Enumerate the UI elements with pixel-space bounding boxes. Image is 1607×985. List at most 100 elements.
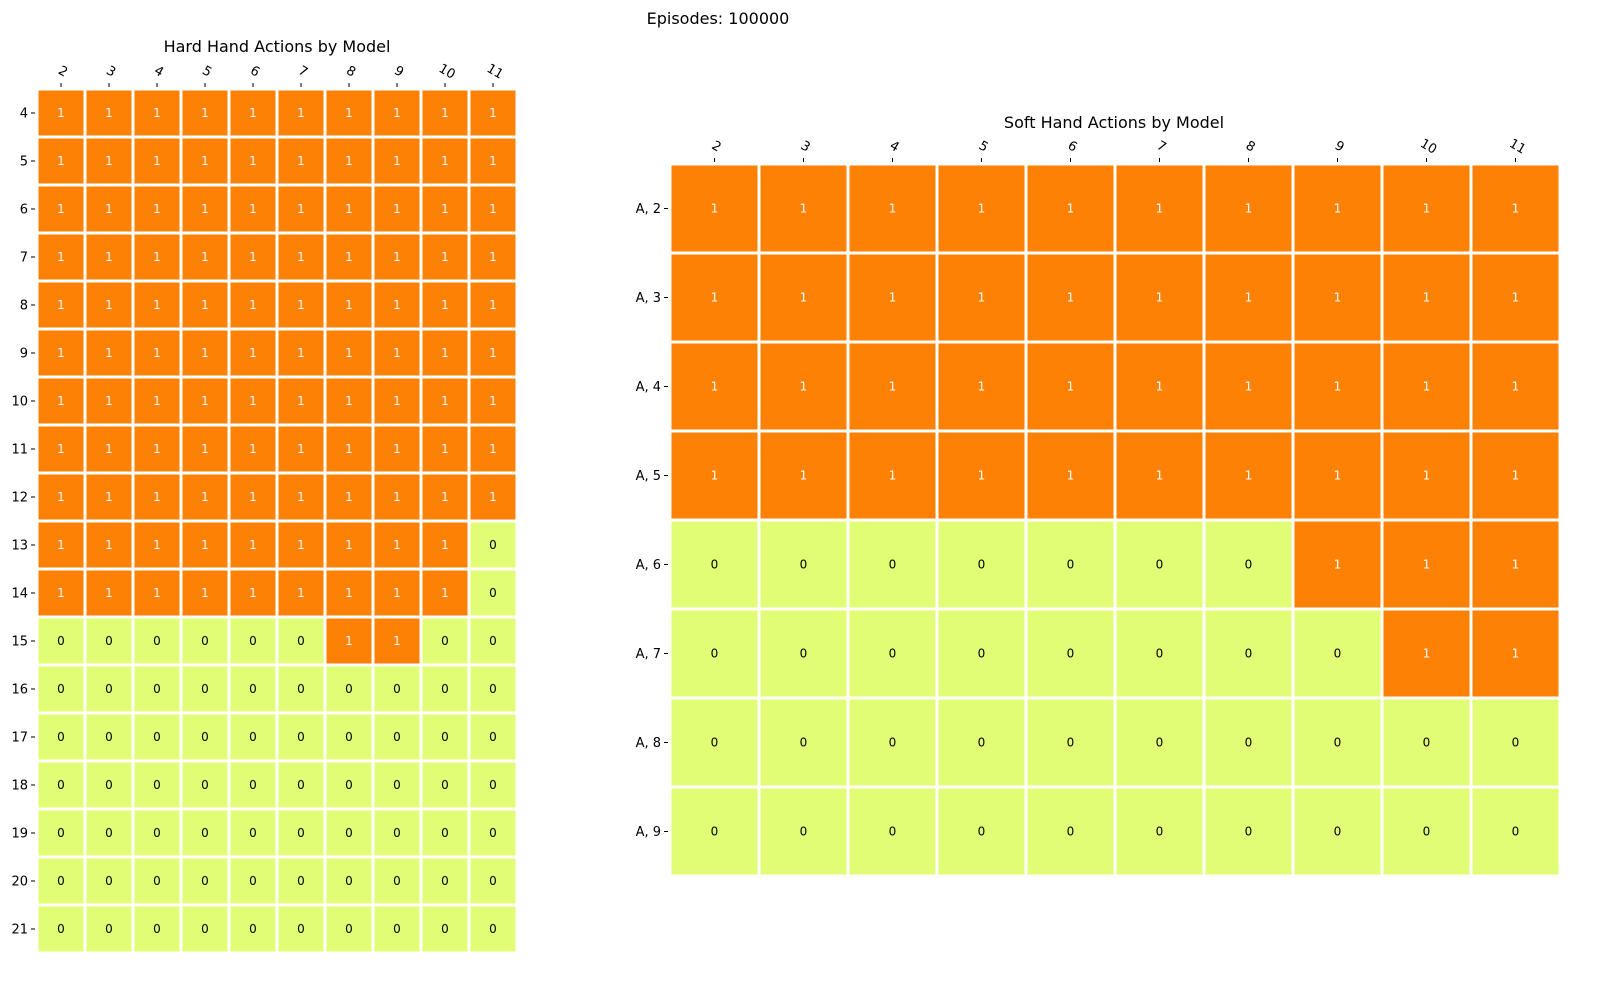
hard-cell-value: 1: [489, 298, 497, 312]
hard-cell-value: 0: [57, 634, 65, 648]
hard-cell-value: 0: [57, 682, 65, 696]
hard-cell-value: 1: [57, 490, 65, 504]
soft-y-tick-label: A, 6: [636, 558, 661, 573]
hard-cell-value: 1: [297, 442, 305, 456]
soft-cell-value: 0: [1512, 736, 1520, 750]
soft-cell-value: 1: [1512, 380, 1520, 394]
hard-cell-value: 1: [393, 586, 401, 600]
hard-cell-value: 1: [393, 154, 401, 168]
hard-cell-value: 0: [201, 874, 209, 888]
hard-cell-value: 0: [153, 922, 161, 936]
hard-cell-value: 1: [297, 298, 305, 312]
soft-cell: [1469, 518, 1562, 611]
soft-cell-value: 1: [1512, 202, 1520, 216]
hard-cell-value: 0: [489, 586, 497, 600]
hard-cell: [275, 135, 327, 187]
soft-cell-value: 0: [1156, 825, 1164, 839]
hard-cell-value: 0: [345, 826, 353, 840]
hard-cell-value: 1: [393, 250, 401, 264]
soft-cell-value: 1: [1067, 202, 1075, 216]
soft-x-tick-label: 10: [1417, 136, 1439, 157]
hard-cell-value: 1: [201, 154, 209, 168]
hard-y-tick-label: 4: [20, 107, 28, 122]
hard-cell-value: 1: [201, 538, 209, 552]
hard-cell-value: 1: [441, 538, 449, 552]
hard-cell-value: 1: [393, 298, 401, 312]
soft-cell-value: 1: [1245, 202, 1253, 216]
hard-cell: [371, 759, 423, 811]
soft-cell: [1202, 518, 1295, 611]
soft-cell-value: 0: [1156, 736, 1164, 750]
soft-cell: [668, 518, 761, 611]
hard-cell-value: 1: [57, 442, 65, 456]
hard-cell-value: 1: [201, 202, 209, 216]
hard-cell-value: 0: [345, 778, 353, 792]
soft-cell-value: 0: [1334, 736, 1342, 750]
hard-cell-value: 1: [153, 250, 161, 264]
soft-cell-value: 1: [1156, 291, 1164, 305]
hard-cell: [467, 519, 519, 571]
soft-cell-value: 0: [1067, 736, 1075, 750]
soft-cell-value: 1: [978, 380, 986, 394]
soft-cell-value: 1: [1156, 469, 1164, 483]
hard-cell-value: 0: [249, 826, 257, 840]
hard-cell-value: 0: [201, 730, 209, 744]
hard-cell: [179, 423, 231, 475]
soft-cell: [846, 696, 939, 789]
hard-cell: [275, 663, 327, 715]
hard-y-tick-label: 19: [11, 827, 28, 842]
hard-cell: [371, 855, 423, 907]
hard-y-tick-label: 18: [11, 779, 28, 794]
hard-cell: [35, 711, 87, 763]
soft-cell: [668, 429, 761, 522]
soft-x-tick-label: 5: [976, 138, 991, 155]
hard-cell: [275, 519, 327, 571]
soft-y-tick-label: A, 7: [636, 647, 661, 662]
soft-cell: [1469, 251, 1562, 344]
hard-cell-value: 1: [489, 250, 497, 264]
hard-cell: [35, 231, 87, 283]
hard-cell-value: 1: [393, 442, 401, 456]
soft-cell-value: 1: [1423, 647, 1431, 661]
hard-cell-value: 1: [57, 250, 65, 264]
hard-cell-value: 0: [249, 922, 257, 936]
hard-cell-value: 0: [489, 922, 497, 936]
hard-cell-value: 1: [393, 106, 401, 120]
hard-cell-value: 0: [57, 874, 65, 888]
soft-cell-value: 1: [1156, 380, 1164, 394]
hard-cell-value: 1: [153, 202, 161, 216]
hard-cell-value: 0: [249, 682, 257, 696]
hard-cell: [83, 711, 135, 763]
soft-cell-value: 1: [1067, 469, 1075, 483]
hard-cell-value: 1: [345, 106, 353, 120]
hard-cell-value: 0: [57, 730, 65, 744]
hard-cell-value: 0: [489, 682, 497, 696]
hard-cell-value: 1: [153, 586, 161, 600]
hard-cell-value: 0: [105, 682, 113, 696]
hard-x-tick-label: 11: [484, 61, 506, 82]
soft-y-tick-label: A, 8: [636, 736, 661, 751]
soft-cell-value: 0: [889, 825, 897, 839]
hard-cell: [275, 615, 327, 667]
soft-cell-value: 1: [1334, 202, 1342, 216]
soft-cell-value: 0: [978, 736, 986, 750]
soft-cell-value: 0: [1245, 647, 1253, 661]
soft-cell: [1469, 785, 1562, 878]
hard-cell: [227, 759, 279, 811]
hard-cell: [83, 423, 135, 475]
hard-cell: [371, 375, 423, 427]
hard-cell-value: 0: [105, 778, 113, 792]
hard-cell-value: 0: [393, 682, 401, 696]
soft-cell-value: 1: [1245, 469, 1253, 483]
soft-x-tick-label: 3: [798, 138, 813, 155]
soft-cell-value: 1: [1512, 291, 1520, 305]
hard-cell-value: 1: [297, 154, 305, 168]
hard-cell-value: 1: [249, 538, 257, 552]
soft-x-tick-label: 4: [887, 138, 902, 155]
soft-x-tick-label: 2: [709, 138, 724, 155]
hard-cell: [467, 471, 519, 523]
soft-cell: [1291, 340, 1384, 433]
soft-cell: [1380, 518, 1473, 611]
hard-cell-value: 0: [489, 874, 497, 888]
soft-y-tick-label: A, 5: [636, 469, 661, 484]
